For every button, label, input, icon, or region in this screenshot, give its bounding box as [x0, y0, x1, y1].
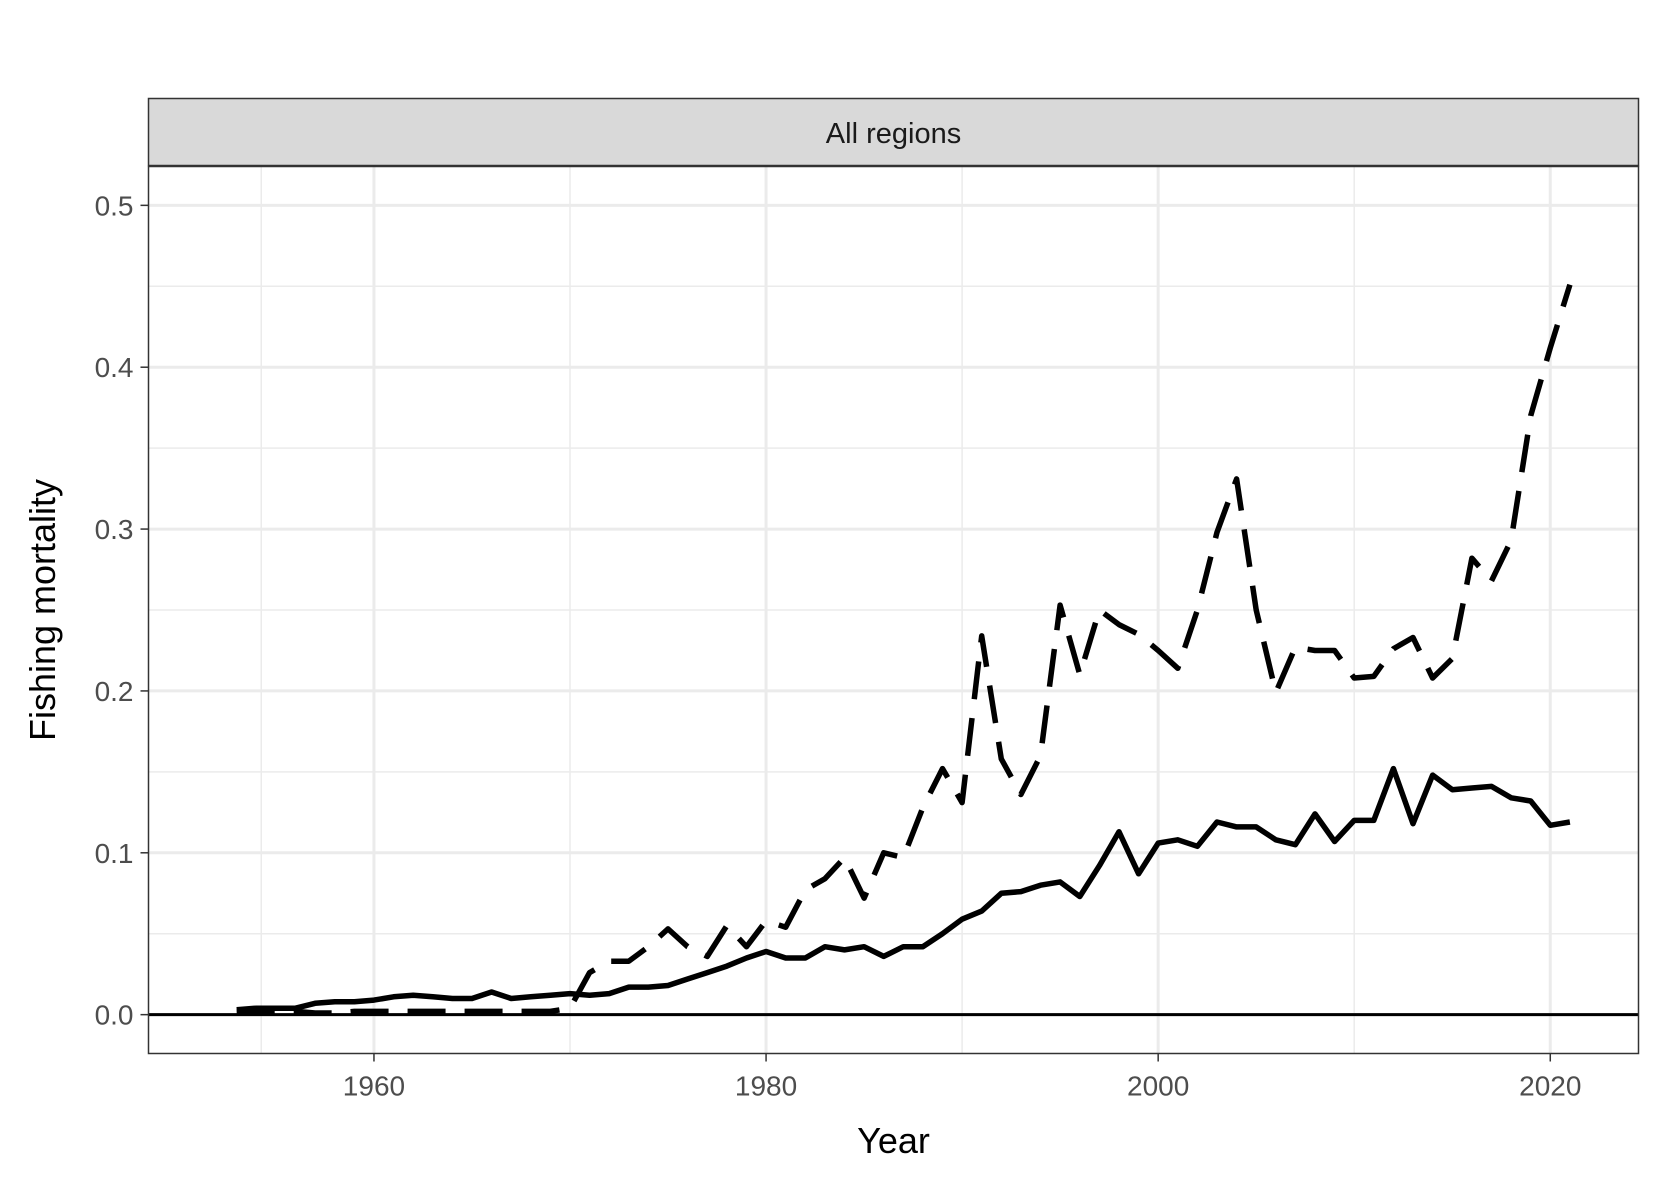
y-axis-title: Fishing mortality — [22, 479, 63, 741]
y-tick-label: 0.3 — [95, 514, 134, 545]
y-tick-label: 0.1 — [95, 838, 134, 869]
solid-series-line — [236, 765, 1571, 1013]
x-axis-title: Year — [857, 1120, 930, 1161]
y-tick-label: 0.2 — [95, 676, 134, 707]
x-tick-label: 1980 — [735, 1071, 797, 1102]
y-axis: 0.0 0.1 0.2 0.3 0.4 0.5 — [95, 190, 149, 1031]
x-tick-label: 1960 — [343, 1071, 405, 1102]
facet-strip-background — [147, 97, 1640, 167]
plot-panel-border — [147, 165, 1640, 1055]
y-tick-label: 0.5 — [95, 190, 134, 221]
x-axis: 1960 1980 2000 2020 — [343, 1053, 1581, 1102]
facet-strip-label: All regions — [826, 118, 961, 150]
y-tick-label: 0.4 — [95, 352, 134, 383]
y-tick-label: 0.0 — [95, 1000, 134, 1031]
facet-strip: All regions — [147, 97, 1640, 167]
x-tick-label: 2000 — [1127, 1071, 1189, 1102]
x-tick-label: 2020 — [1519, 1071, 1581, 1102]
plot-area — [147, 165, 1640, 1055]
series-layer — [236, 283, 1573, 1016]
